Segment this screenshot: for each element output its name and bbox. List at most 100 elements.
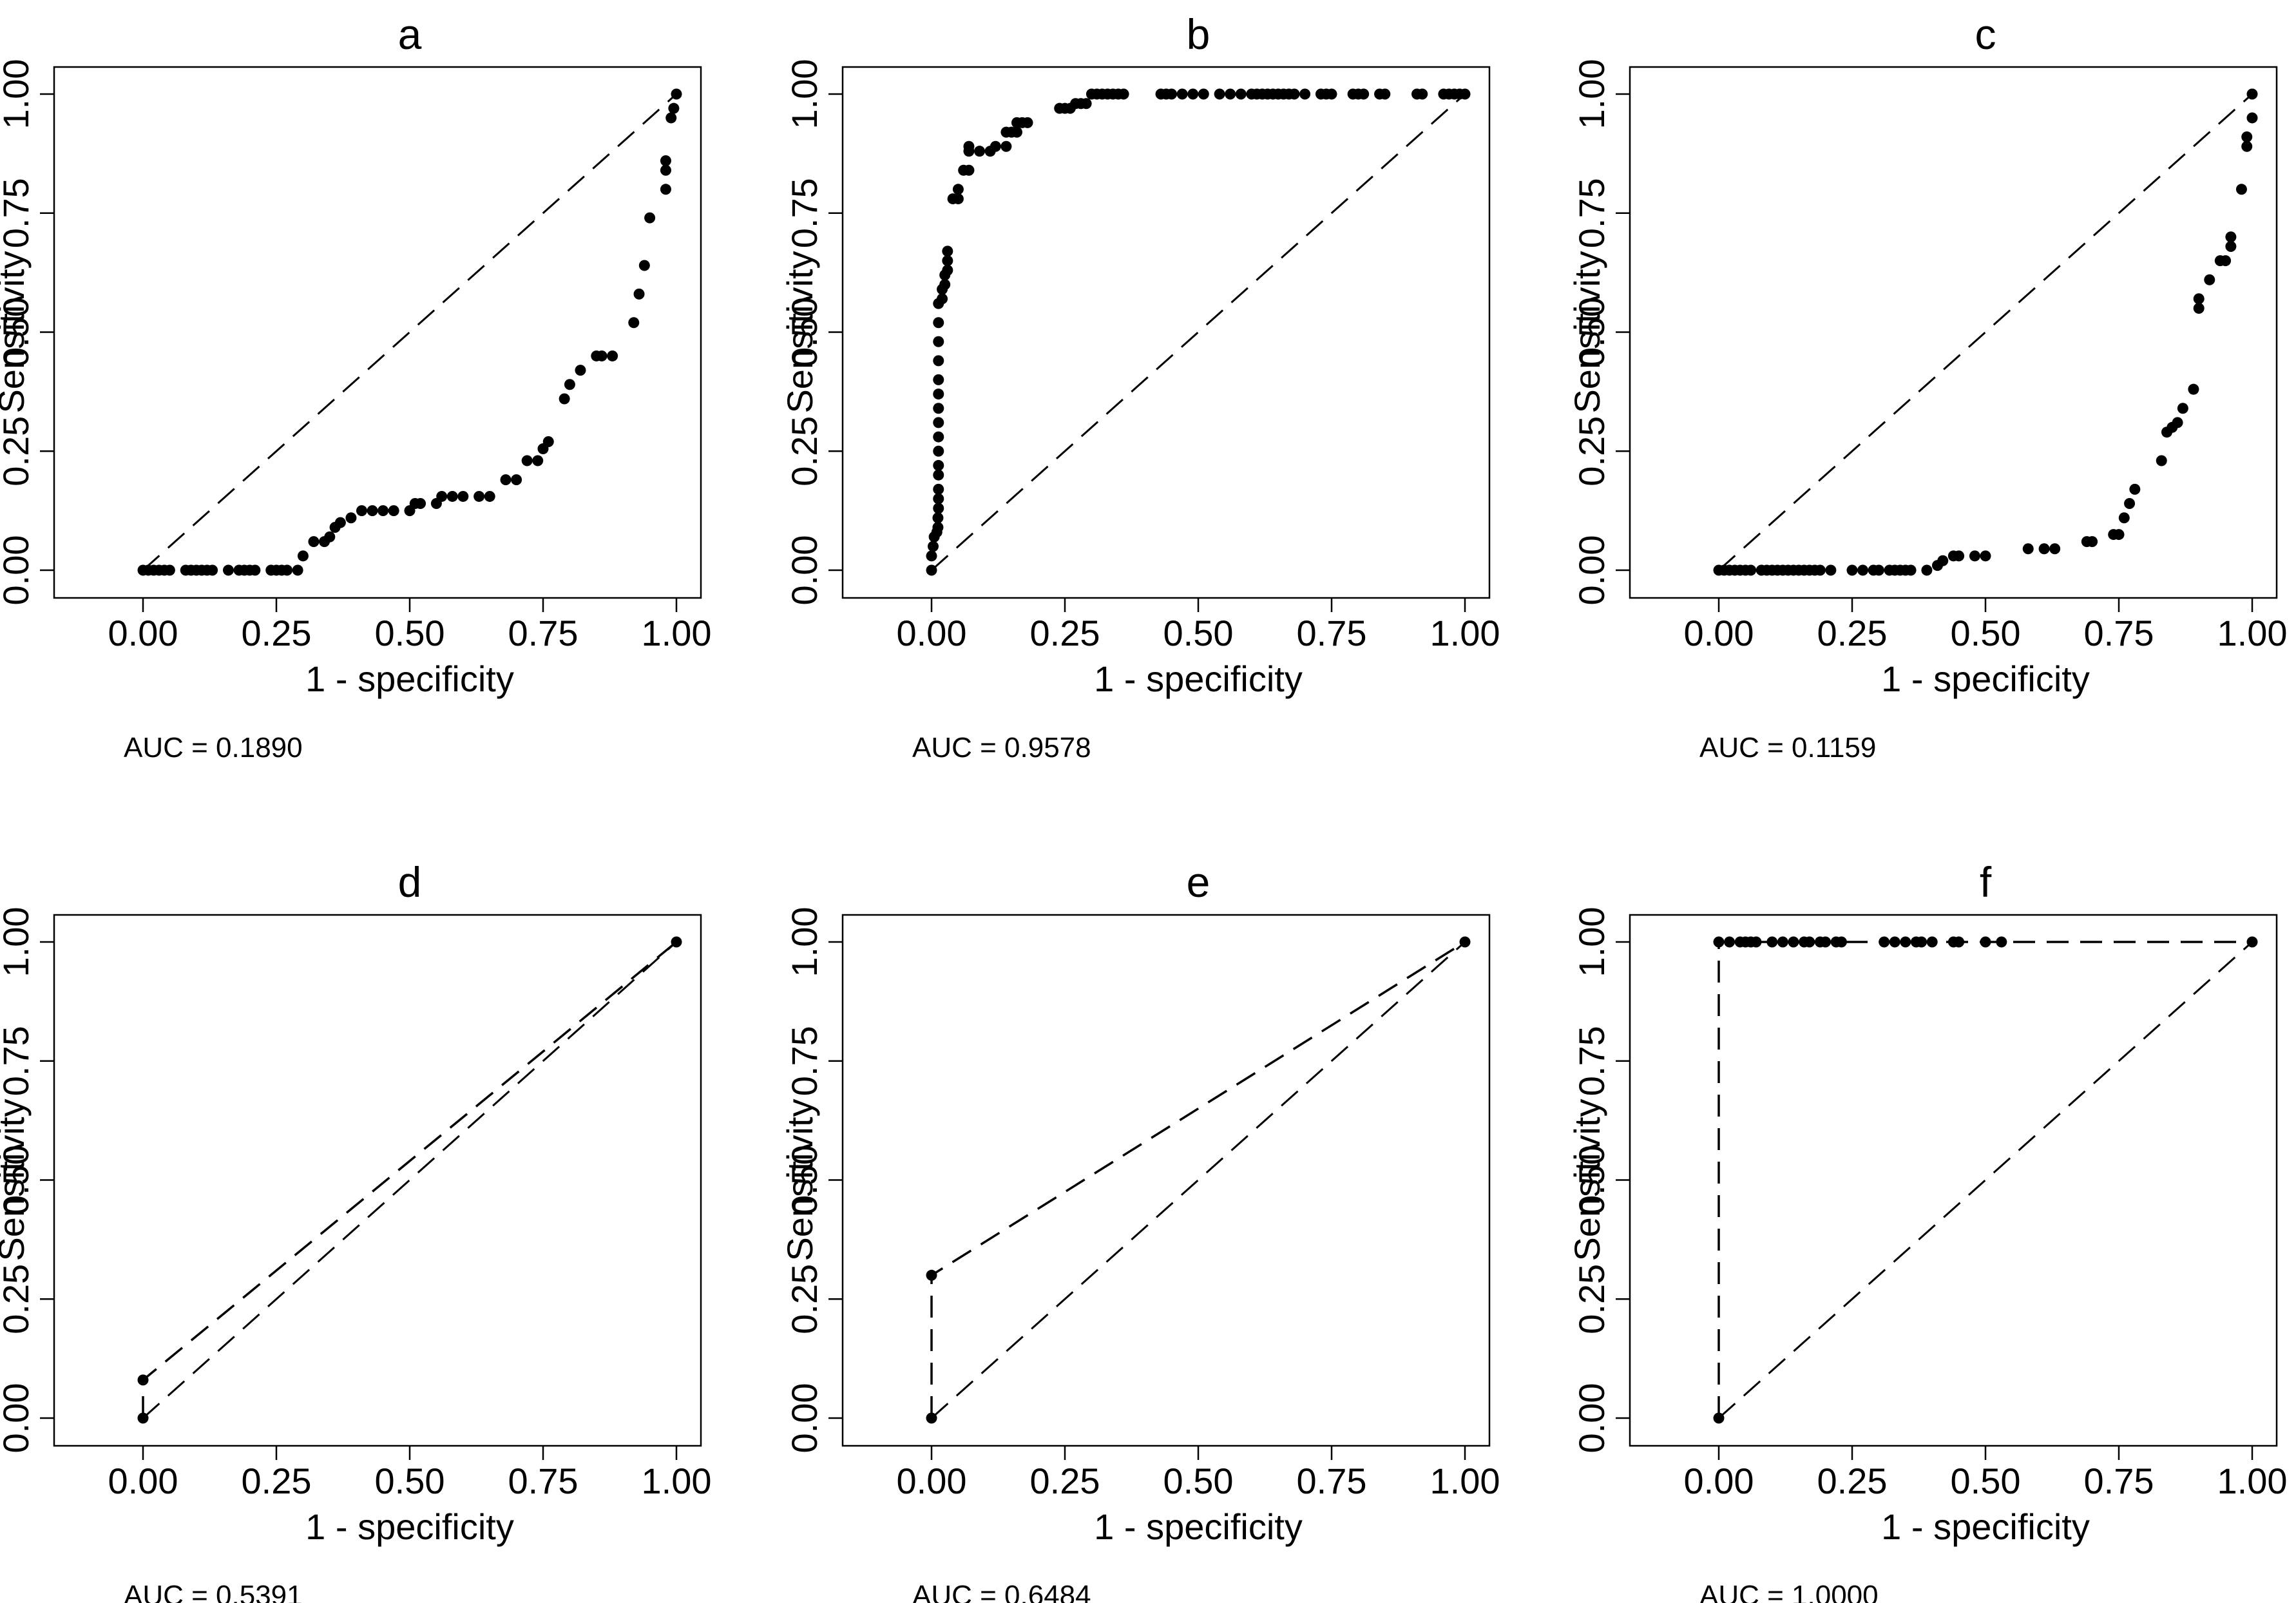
y-tick-label: 0.25 — [0, 416, 36, 486]
x-tick-label: 0.50 — [1951, 613, 2021, 653]
y-tick-label: 0.75 — [1571, 1026, 1612, 1096]
x-tick-label: 0.75 — [1297, 1461, 1367, 1501]
roc-point — [932, 521, 944, 533]
panel-title: e — [1187, 858, 1210, 906]
x-tick-label: 1.00 — [2217, 613, 2288, 653]
x-tick-label: 0.75 — [2084, 613, 2154, 653]
x-tick-label: 0.50 — [375, 613, 445, 653]
panel-title: a — [398, 10, 422, 58]
roc-point — [297, 550, 309, 562]
roc-point — [1937, 555, 1949, 566]
roc-point — [2193, 293, 2205, 305]
roc-point — [164, 564, 175, 576]
x-tick-label: 0.75 — [2084, 1461, 2154, 1501]
roc-point — [1820, 936, 1832, 948]
y-axis-label: Sensitivity — [0, 251, 32, 413]
x-tick-label: 0.50 — [1951, 1461, 2021, 1501]
auc-label: AUC = 0.5391 — [124, 1580, 303, 1603]
roc-point — [500, 474, 512, 486]
roc-point — [249, 564, 261, 576]
roc-point — [1724, 936, 1736, 948]
roc-point — [1835, 936, 1847, 948]
y-tick-label: 0.25 — [784, 416, 825, 486]
y-tick-label: 0.00 — [1571, 535, 1612, 606]
roc-point — [1288, 88, 1300, 100]
roc-point — [2118, 512, 2130, 524]
roc-point — [2225, 240, 2237, 252]
y-tick-label: 1.00 — [0, 59, 36, 130]
roc-point — [2038, 543, 2050, 555]
panel-title: f — [1980, 858, 1992, 906]
roc-point — [521, 455, 533, 466]
y-tick-label: 0.00 — [784, 1383, 825, 1454]
roc-point — [1750, 936, 1762, 948]
roc-point — [1713, 1412, 1725, 1424]
roc-point — [1166, 88, 1178, 100]
y-tick-label: 0.25 — [1571, 416, 1612, 486]
roc-point — [942, 264, 953, 276]
roc-point — [542, 436, 554, 447]
roc-point — [933, 389, 944, 400]
roc-point — [1713, 936, 1725, 948]
roc-point — [628, 317, 640, 329]
x-tick-label: 0.00 — [1684, 613, 1754, 653]
y-tick-label: 0.50 — [0, 1145, 36, 1215]
roc-point — [137, 1412, 149, 1424]
roc-point — [1969, 550, 1980, 562]
x-tick-label: 0.00 — [108, 613, 178, 653]
y-tick-label: 1.00 — [784, 907, 825, 977]
x-tick-label: 0.00 — [897, 613, 967, 653]
panel-title: c — [1975, 10, 1996, 58]
x-tick-label: 1.00 — [1430, 613, 1500, 653]
roc-point — [1879, 936, 1890, 948]
roc-point — [668, 102, 680, 114]
roc-point — [671, 88, 682, 100]
roc-point — [1214, 88, 1225, 100]
roc-point — [1459, 88, 1471, 100]
roc-point — [207, 564, 218, 576]
y-tick-label: 0.75 — [0, 178, 36, 248]
roc-point — [1176, 88, 1188, 100]
roc-panel-b: b 0.00 0.25 0.50 0.75 1.00 0.00 0.25 0.50 0.75 1.0… — [780, 10, 1500, 763]
y-axis-label: Sensitivity — [1567, 1099, 1607, 1261]
roc-point — [596, 350, 607, 361]
roc-point — [942, 255, 953, 267]
roc-point — [660, 164, 671, 176]
y-axis-label: Sensitivity — [1567, 251, 1607, 413]
roc-point — [222, 564, 234, 576]
roc-point — [933, 503, 944, 514]
roc-point — [1417, 88, 1428, 100]
x-tick-label: 0.75 — [1297, 613, 1367, 653]
roc-point — [575, 365, 586, 376]
x-axis-label: 1 - specificity — [1094, 658, 1303, 699]
roc-point — [927, 541, 939, 552]
roc-point — [1198, 88, 1209, 100]
roc-point — [1022, 117, 1033, 128]
roc-point — [282, 564, 293, 576]
roc-point — [933, 336, 944, 347]
roc-point — [1788, 936, 1799, 948]
x-tick-label: 0.00 — [1684, 1461, 1754, 1501]
auc-label: AUC = 0.9578 — [912, 732, 1091, 763]
reference-diagonal — [142, 941, 677, 1419]
panel-frame — [841, 914, 1491, 1447]
x-axis-label: 1 - specificity — [305, 658, 514, 699]
y-tick-label: 0.75 — [0, 1026, 36, 1096]
panel-frame — [1629, 66, 2278, 599]
roc-point — [1080, 98, 1092, 110]
roc-point — [2246, 88, 2258, 100]
roc-point — [1299, 88, 1311, 100]
panel-frame — [53, 914, 702, 1447]
roc-point — [1953, 936, 1965, 948]
roc-point — [952, 193, 964, 205]
roc-point — [378, 505, 389, 517]
roc-point — [2188, 383, 2199, 395]
roc-point — [933, 417, 944, 428]
roc-point — [2124, 498, 2136, 510]
roc-point — [974, 146, 986, 157]
roc-point — [415, 498, 426, 510]
y-tick-label: 0.50 — [784, 297, 825, 367]
roc-point — [308, 536, 320, 548]
y-tick-label: 0.75 — [784, 178, 825, 248]
